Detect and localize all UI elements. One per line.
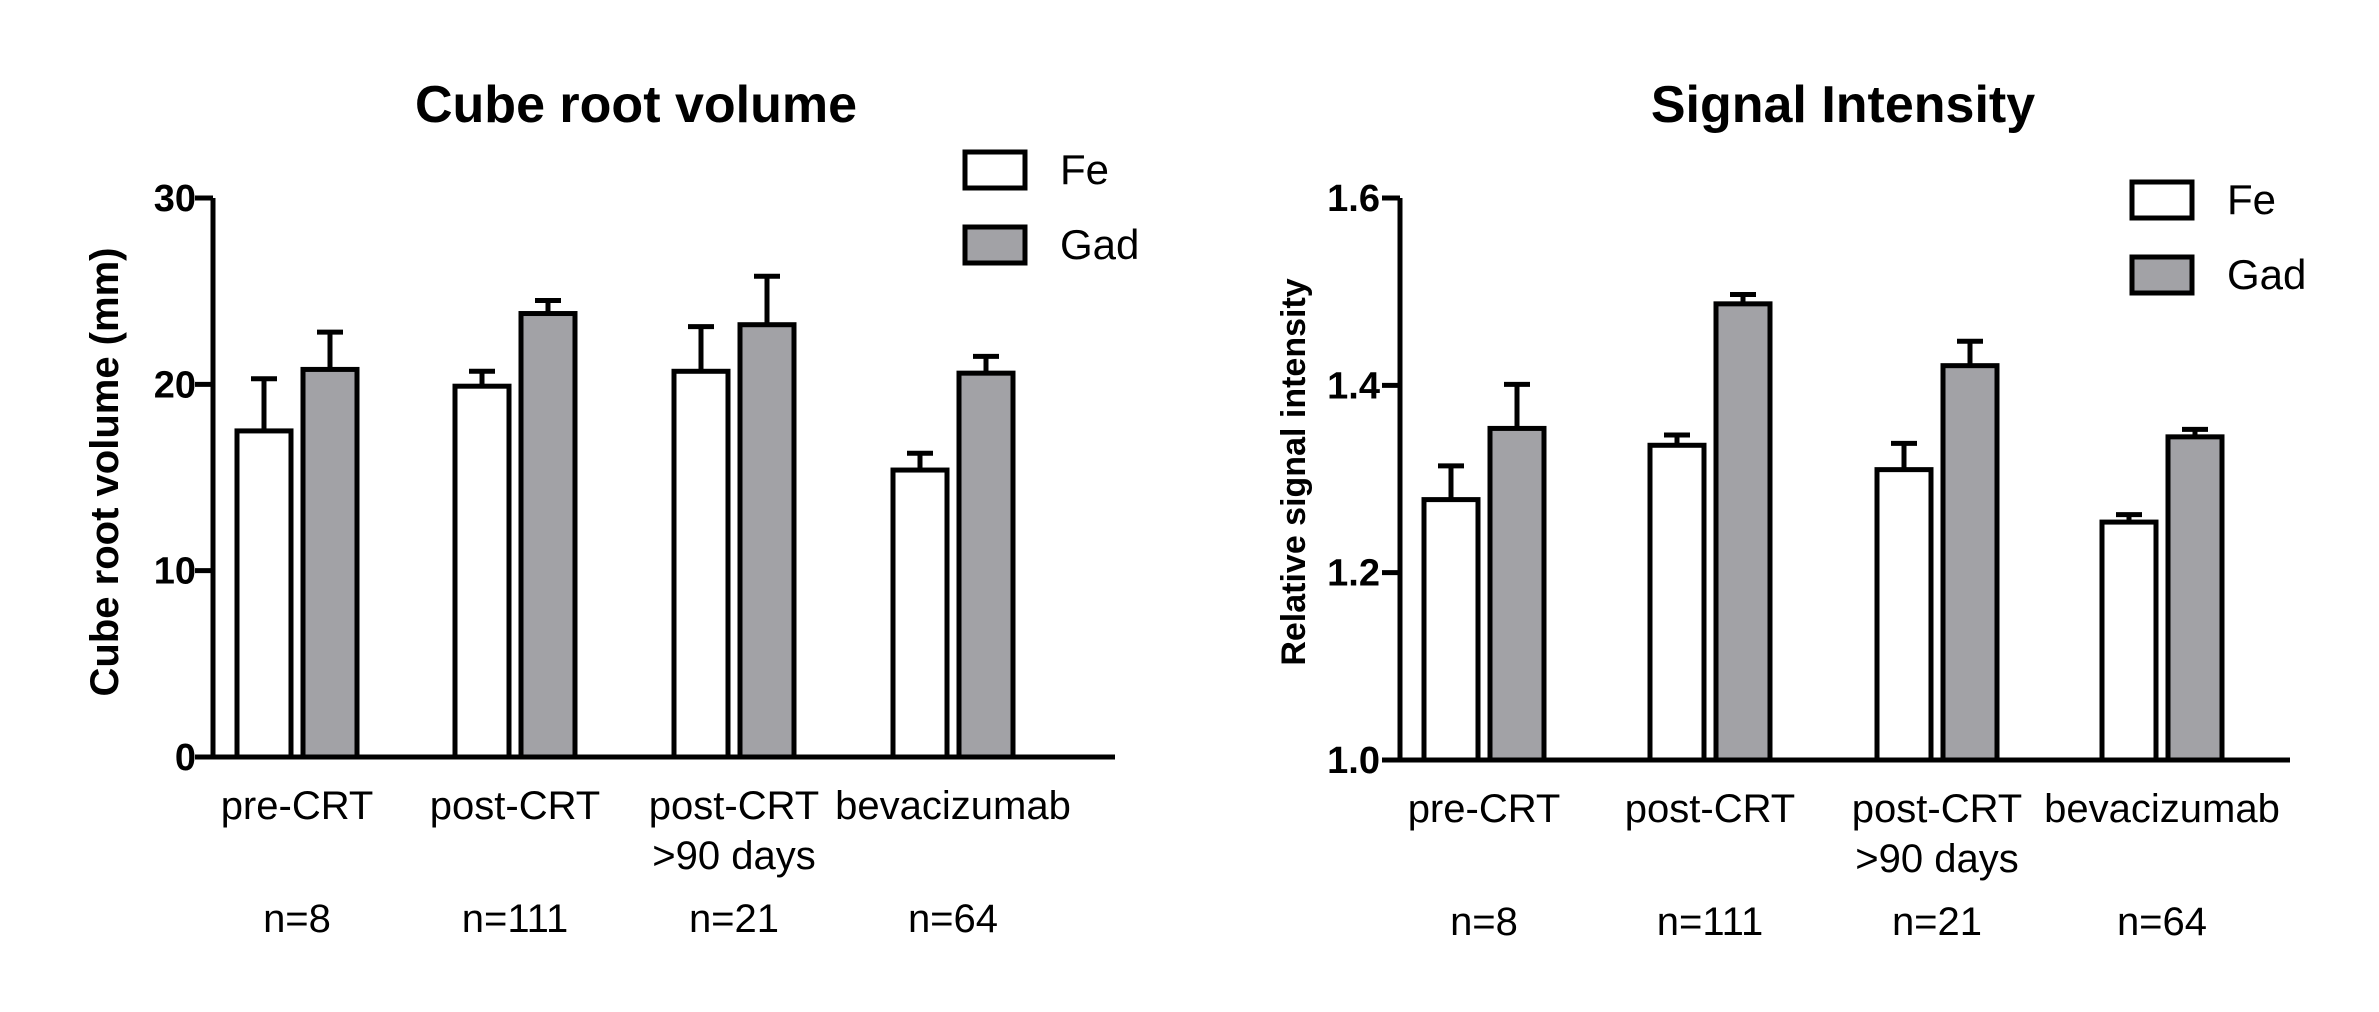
y-axis-label: Relative signal intensity bbox=[1275, 278, 1313, 665]
y-tick-label: 20 bbox=[154, 364, 196, 406]
y-axis-label: Cube root volume (mm) bbox=[83, 248, 127, 697]
legend-swatch-gad bbox=[2129, 254, 2195, 296]
y-tick-label: 1.6 bbox=[1327, 178, 1380, 220]
n-label: n=8 bbox=[1450, 900, 1518, 944]
y-tick-label: 1.0 bbox=[1327, 740, 1380, 782]
x-tick-label: >90 days bbox=[652, 834, 815, 878]
y-tick-label: 1.4 bbox=[1327, 365, 1380, 407]
n-label: n=111 bbox=[462, 897, 568, 941]
signal-intensity-panel: Signal Intensity Relative signal intensi… bbox=[1275, 76, 2306, 944]
n-label: n=8 bbox=[263, 897, 331, 941]
legend-label: Gad bbox=[1060, 221, 1139, 268]
x-tick-label: pre-CRT bbox=[1408, 787, 1561, 831]
x-tick-label: post-CRT bbox=[1625, 787, 1795, 831]
bar-fe bbox=[1421, 497, 1481, 763]
x-tick-label: post-CRT bbox=[1852, 787, 2022, 831]
bar-gad bbox=[956, 370, 1016, 760]
bar-fe bbox=[2099, 519, 2159, 763]
x-tick-label: post-CRT bbox=[430, 784, 600, 828]
bar-fe bbox=[1874, 467, 1934, 763]
bar-gad bbox=[1940, 363, 2000, 763]
legend-label: Fe bbox=[1060, 146, 1109, 193]
legend-swatch-fe bbox=[962, 149, 1028, 191]
legend-label: Gad bbox=[2227, 251, 2306, 298]
bar-fe bbox=[1647, 442, 1707, 763]
bar-fe bbox=[234, 428, 294, 760]
cube-root-volume-panel: Cube root volume Cube root volume (mm) 0… bbox=[83, 76, 1139, 941]
y-tick-label: 1.2 bbox=[1327, 553, 1380, 595]
n-label: n=21 bbox=[689, 897, 779, 941]
bar-gad bbox=[2165, 434, 2225, 763]
legend-label: Fe bbox=[2227, 176, 2276, 223]
bar-fe bbox=[671, 368, 731, 760]
legend-swatch-gad bbox=[962, 224, 1028, 266]
bar-fe bbox=[452, 383, 512, 760]
x-tick-label: bevacizumab bbox=[835, 784, 1071, 828]
bar-gad bbox=[300, 366, 360, 760]
legend-swatch-fe bbox=[2129, 179, 2195, 221]
n-label: n=64 bbox=[908, 897, 998, 941]
y-tick-label: 10 bbox=[154, 551, 196, 593]
bar-gad bbox=[737, 322, 797, 760]
y-tick-label: 30 bbox=[154, 178, 196, 220]
y-tick-label: 0 bbox=[175, 737, 196, 779]
x-tick-label: >90 days bbox=[1855, 837, 2018, 881]
bar-gad bbox=[1487, 425, 1547, 763]
bar-gad bbox=[518, 311, 578, 760]
n-label: n=111 bbox=[1657, 900, 1763, 944]
bar-gad bbox=[1713, 301, 1773, 763]
bar-fe bbox=[890, 467, 950, 760]
x-tick-label: post-CRT bbox=[649, 784, 819, 828]
x-tick-label: pre-CRT bbox=[221, 784, 374, 828]
chart-title: Cube root volume bbox=[415, 76, 857, 134]
x-tick-label: bevacizumab bbox=[2044, 787, 2280, 831]
n-label: n=64 bbox=[2117, 900, 2207, 944]
chart-title: Signal Intensity bbox=[1651, 76, 2035, 134]
n-label: n=21 bbox=[1892, 900, 1982, 944]
